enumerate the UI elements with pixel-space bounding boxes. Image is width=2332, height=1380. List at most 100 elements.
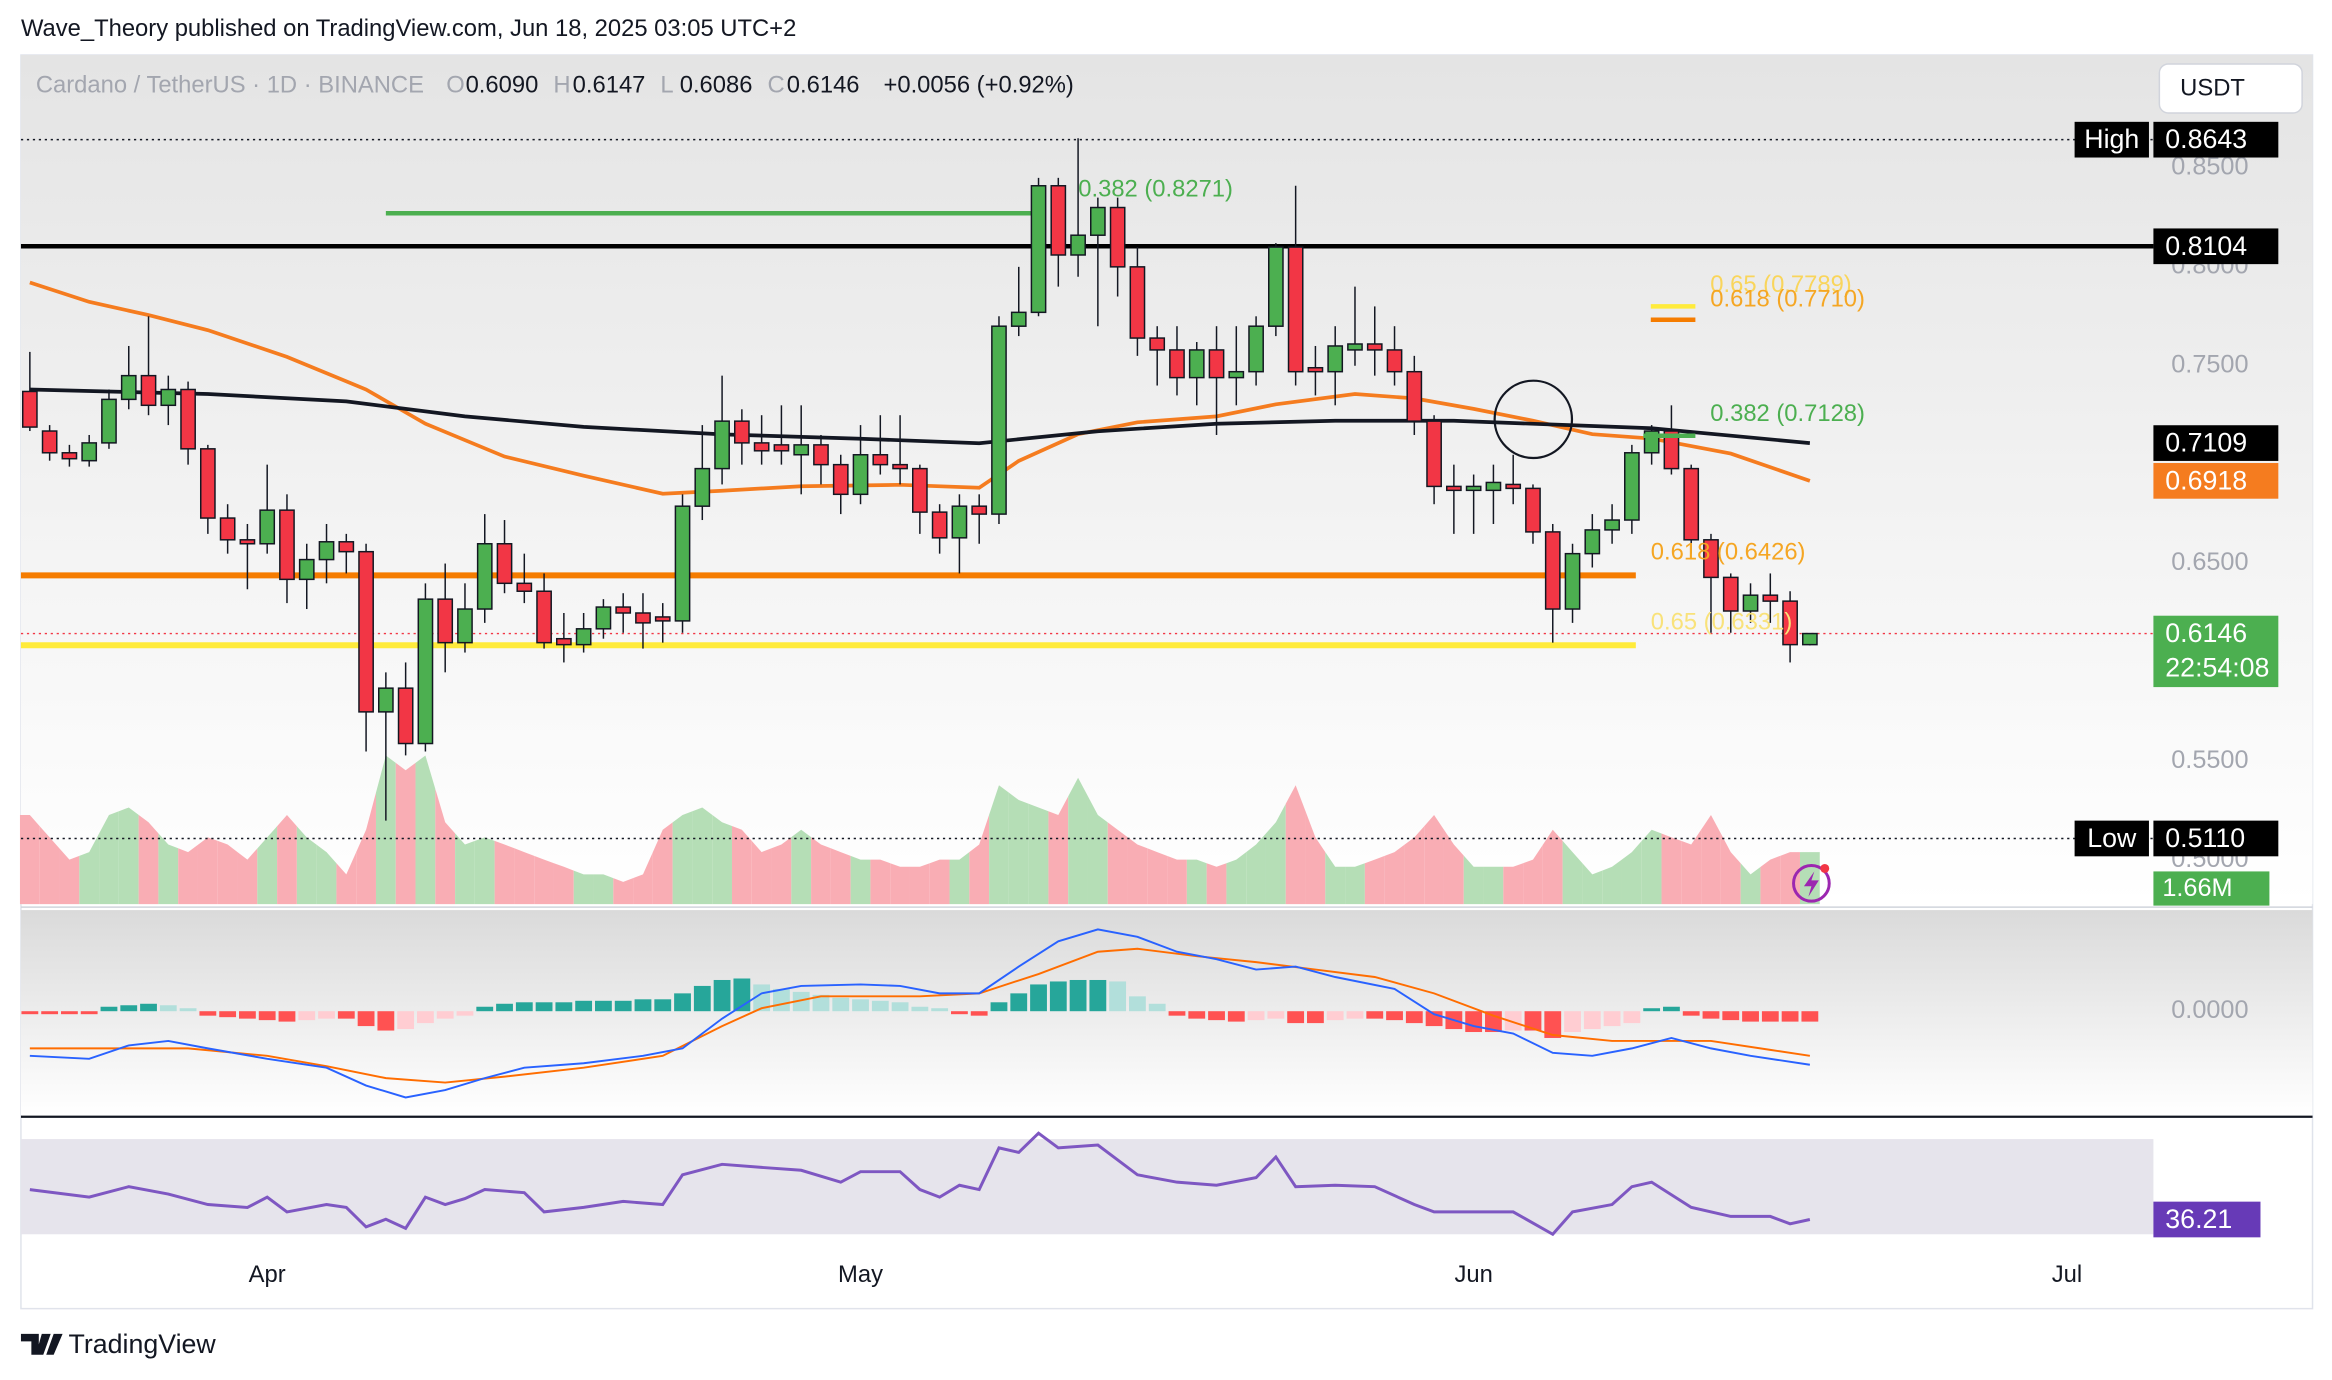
volume-area xyxy=(909,863,930,905)
macd-histogram-bar xyxy=(298,1011,316,1021)
macd-histogram-bar xyxy=(1346,1011,1364,1019)
volume-area xyxy=(217,840,238,905)
candle-body xyxy=(753,442,770,452)
volume-area xyxy=(1503,863,1524,905)
volume-area xyxy=(751,840,772,905)
candle-body xyxy=(1446,485,1462,492)
candle-body xyxy=(1307,366,1324,373)
candle-body xyxy=(852,454,869,496)
candle-body xyxy=(1525,487,1541,533)
candle-body xyxy=(773,444,790,452)
candle-body xyxy=(1248,325,1264,373)
macd-histogram-bar xyxy=(179,1008,197,1012)
candle-body xyxy=(259,509,276,545)
volume-area xyxy=(375,755,396,905)
macd-histogram-bar xyxy=(911,1006,929,1012)
macd-histogram-bar xyxy=(891,1002,909,1012)
candle-body xyxy=(318,541,335,561)
macd-histogram-bar xyxy=(397,1011,415,1030)
macd-histogram-bar xyxy=(140,1003,157,1012)
x-tick-label: Jun xyxy=(1454,1261,1492,1288)
currency-button-box[interactable] xyxy=(2158,63,2303,114)
volume-area xyxy=(138,814,159,905)
macd-histogram-bar xyxy=(1049,981,1067,1012)
candle-body xyxy=(338,541,355,553)
candle-body xyxy=(931,511,948,539)
candle-body xyxy=(872,454,889,466)
candle-body xyxy=(1208,349,1225,379)
candle-body xyxy=(1722,576,1739,612)
price-label-box xyxy=(2153,121,2279,158)
macd-line xyxy=(29,928,1811,1099)
rsi-label: 36.21 xyxy=(2165,1204,2232,1234)
volume-area xyxy=(1661,833,1682,905)
volume-area xyxy=(1206,863,1227,905)
highlight-circle xyxy=(1493,379,1574,460)
candle-body xyxy=(219,517,236,541)
price-tag-box xyxy=(2074,820,2149,857)
macd-histogram-bar xyxy=(1168,1011,1186,1016)
macd-histogram-bar xyxy=(377,1011,395,1031)
legend-key: L xyxy=(660,72,673,99)
candle-body xyxy=(654,616,671,622)
moving-average xyxy=(29,387,1811,446)
macd-histogram-bar xyxy=(515,1002,533,1012)
volume-area xyxy=(1127,837,1148,905)
y-tick-label: 0.5500 xyxy=(2171,746,2248,774)
macd-histogram-bar xyxy=(693,985,711,1012)
icon-bolt xyxy=(1803,871,1819,897)
volume-area xyxy=(277,815,297,905)
price-pane-bg xyxy=(20,55,2313,905)
candle-body xyxy=(377,687,394,713)
macd-histogram-bar xyxy=(417,1011,434,1024)
volume-area xyxy=(1701,815,1721,905)
volume-area xyxy=(1048,796,1069,905)
fib-label: 0.65 (0.7789) xyxy=(1710,271,1851,298)
price-label: 0.8643 xyxy=(2165,124,2247,154)
volume-area xyxy=(1562,840,1583,905)
macd-histogram-bar xyxy=(990,1002,1008,1012)
volume-area xyxy=(1285,785,1306,905)
volume-area xyxy=(1621,840,1642,905)
macd-histogram-bar xyxy=(1366,1011,1384,1019)
candle-body xyxy=(1802,632,1818,646)
moving-average xyxy=(29,280,1811,496)
candle-body xyxy=(417,598,434,745)
macd-histogram-bar xyxy=(496,1003,513,1012)
volume-area xyxy=(1602,859,1622,905)
legend-value: 0.6090 xyxy=(466,72,539,99)
volume-area xyxy=(929,859,950,905)
candle-body xyxy=(1070,234,1086,256)
candle-body xyxy=(120,374,137,401)
macd-histogram-bar xyxy=(1623,1011,1641,1024)
candle-body xyxy=(536,590,552,644)
volume-area xyxy=(712,814,732,905)
macd-histogram-bar xyxy=(1287,1011,1305,1024)
footer: TradingView xyxy=(20,1329,216,1359)
volume-area xyxy=(1305,811,1326,905)
price-label-box xyxy=(2153,228,2279,265)
volume-area xyxy=(296,826,317,905)
candle-body xyxy=(832,463,849,496)
candle-body xyxy=(160,388,177,407)
candle-body xyxy=(971,505,988,515)
volume-area xyxy=(771,837,792,905)
volume-label-box xyxy=(2153,871,2270,906)
candle-body xyxy=(1426,420,1442,488)
macd-histogram-bar xyxy=(1386,1011,1403,1021)
macd-histogram-bar xyxy=(1465,1011,1483,1033)
macd-histogram-bar xyxy=(1326,1011,1344,1021)
candle-body xyxy=(1762,594,1779,602)
macd-histogram-bar xyxy=(278,1011,296,1022)
macd-histogram-bar xyxy=(199,1011,217,1016)
macd-histogram-bar xyxy=(951,1011,968,1015)
macd-histogram-bar xyxy=(1267,1011,1285,1019)
currency-button-text[interactable]: USDT xyxy=(2180,75,2245,102)
macd-histogram-bar xyxy=(1702,1011,1720,1019)
currency-button[interactable]: USDT xyxy=(2158,63,2303,114)
candle-body xyxy=(813,444,829,466)
macd-histogram-bar xyxy=(159,1005,177,1012)
macd-histogram-bar xyxy=(674,993,691,1012)
volume-area xyxy=(1443,829,1464,905)
